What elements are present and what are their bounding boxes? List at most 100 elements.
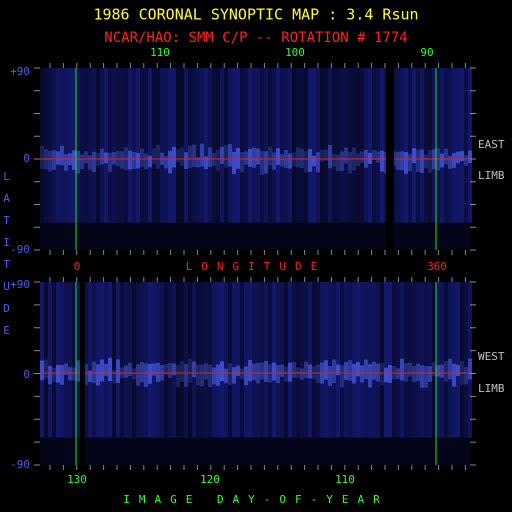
map-column — [412, 68, 416, 223]
map-band — [468, 150, 472, 163]
map-column — [228, 282, 232, 438]
map-band — [216, 150, 220, 171]
map-band — [192, 144, 196, 168]
map-column — [340, 68, 344, 223]
map-column — [128, 68, 132, 223]
map-column — [100, 68, 104, 223]
side-label: LIMB — [478, 382, 505, 395]
map-band — [188, 358, 192, 383]
map-band — [276, 148, 280, 165]
map-column — [124, 282, 128, 438]
latitude-label: LATITUDE — [0, 170, 13, 346]
map-band — [332, 359, 336, 384]
lat-tick-label: -90 — [10, 243, 30, 256]
map-column — [312, 68, 316, 223]
map-band — [288, 153, 292, 169]
map-column — [212, 282, 216, 438]
map-band — [308, 149, 312, 172]
map-column — [432, 68, 436, 223]
map-band — [196, 364, 200, 386]
map-band — [192, 361, 196, 378]
map-column — [292, 68, 296, 223]
map-band — [212, 153, 216, 166]
map-column — [88, 282, 92, 438]
map-column — [468, 68, 472, 223]
map-band — [452, 153, 456, 168]
map-band — [380, 150, 384, 172]
map-band — [256, 148, 260, 165]
map-column — [320, 282, 324, 438]
map-column — [408, 68, 412, 223]
map-band — [248, 148, 252, 167]
map-column — [104, 68, 108, 223]
map-band — [156, 362, 160, 382]
map-column — [384, 282, 388, 438]
map-band — [140, 362, 144, 383]
lat-tick-label: +90 — [10, 65, 30, 78]
map-column — [296, 68, 300, 223]
map-band — [52, 150, 56, 170]
map-band — [356, 362, 360, 377]
map-band — [328, 365, 332, 387]
map-band — [324, 360, 328, 380]
map-band — [456, 364, 460, 376]
day-tick-label: 130 — [67, 473, 87, 486]
map-column — [244, 282, 248, 438]
map-column — [120, 282, 124, 438]
map-band — [260, 362, 264, 380]
map-band — [368, 152, 372, 164]
map-column — [80, 68, 84, 223]
map-band — [152, 148, 156, 165]
map-column — [40, 282, 44, 438]
map-column — [288, 282, 292, 438]
map-band — [68, 367, 72, 381]
map-band — [116, 150, 120, 166]
map-column — [244, 68, 248, 223]
map-column — [44, 68, 48, 223]
map-band — [176, 365, 180, 387]
lat-tick-label: -90 — [10, 458, 30, 471]
map-band — [128, 362, 132, 377]
map-band — [88, 370, 92, 383]
map-band — [448, 155, 452, 169]
map-column — [208, 68, 212, 223]
map-column — [268, 68, 272, 223]
map-column — [440, 68, 444, 223]
map-band — [92, 361, 96, 384]
map-band — [44, 359, 48, 379]
map-band — [328, 144, 332, 169]
map-column — [396, 282, 400, 438]
map-band — [228, 144, 232, 167]
map-column — [444, 282, 448, 438]
side-label: LIMB — [478, 169, 505, 182]
map-band — [184, 152, 188, 169]
map-column — [88, 68, 92, 223]
map-column — [372, 68, 376, 223]
map-band — [204, 156, 208, 170]
map-column — [48, 68, 52, 223]
map-band — [340, 365, 344, 388]
map-column — [412, 282, 416, 438]
map-column — [56, 282, 60, 438]
map-column — [52, 68, 56, 223]
map-column — [132, 68, 136, 223]
dark-gap — [386, 68, 394, 250]
map-band — [376, 151, 380, 163]
map-column — [132, 282, 136, 438]
map-band — [204, 363, 208, 380]
map-band — [64, 154, 68, 171]
map-band — [464, 155, 468, 166]
map-column — [128, 282, 132, 438]
map-column — [136, 68, 140, 223]
map-column — [344, 68, 348, 223]
map-column — [436, 68, 440, 223]
map-band — [268, 146, 272, 166]
map-band — [264, 360, 268, 382]
map-column — [308, 282, 312, 438]
map-band — [440, 364, 444, 378]
map-band — [228, 363, 232, 386]
map-band — [236, 148, 240, 169]
map-band — [88, 155, 92, 170]
map-band — [172, 363, 176, 376]
map-column — [332, 68, 336, 223]
